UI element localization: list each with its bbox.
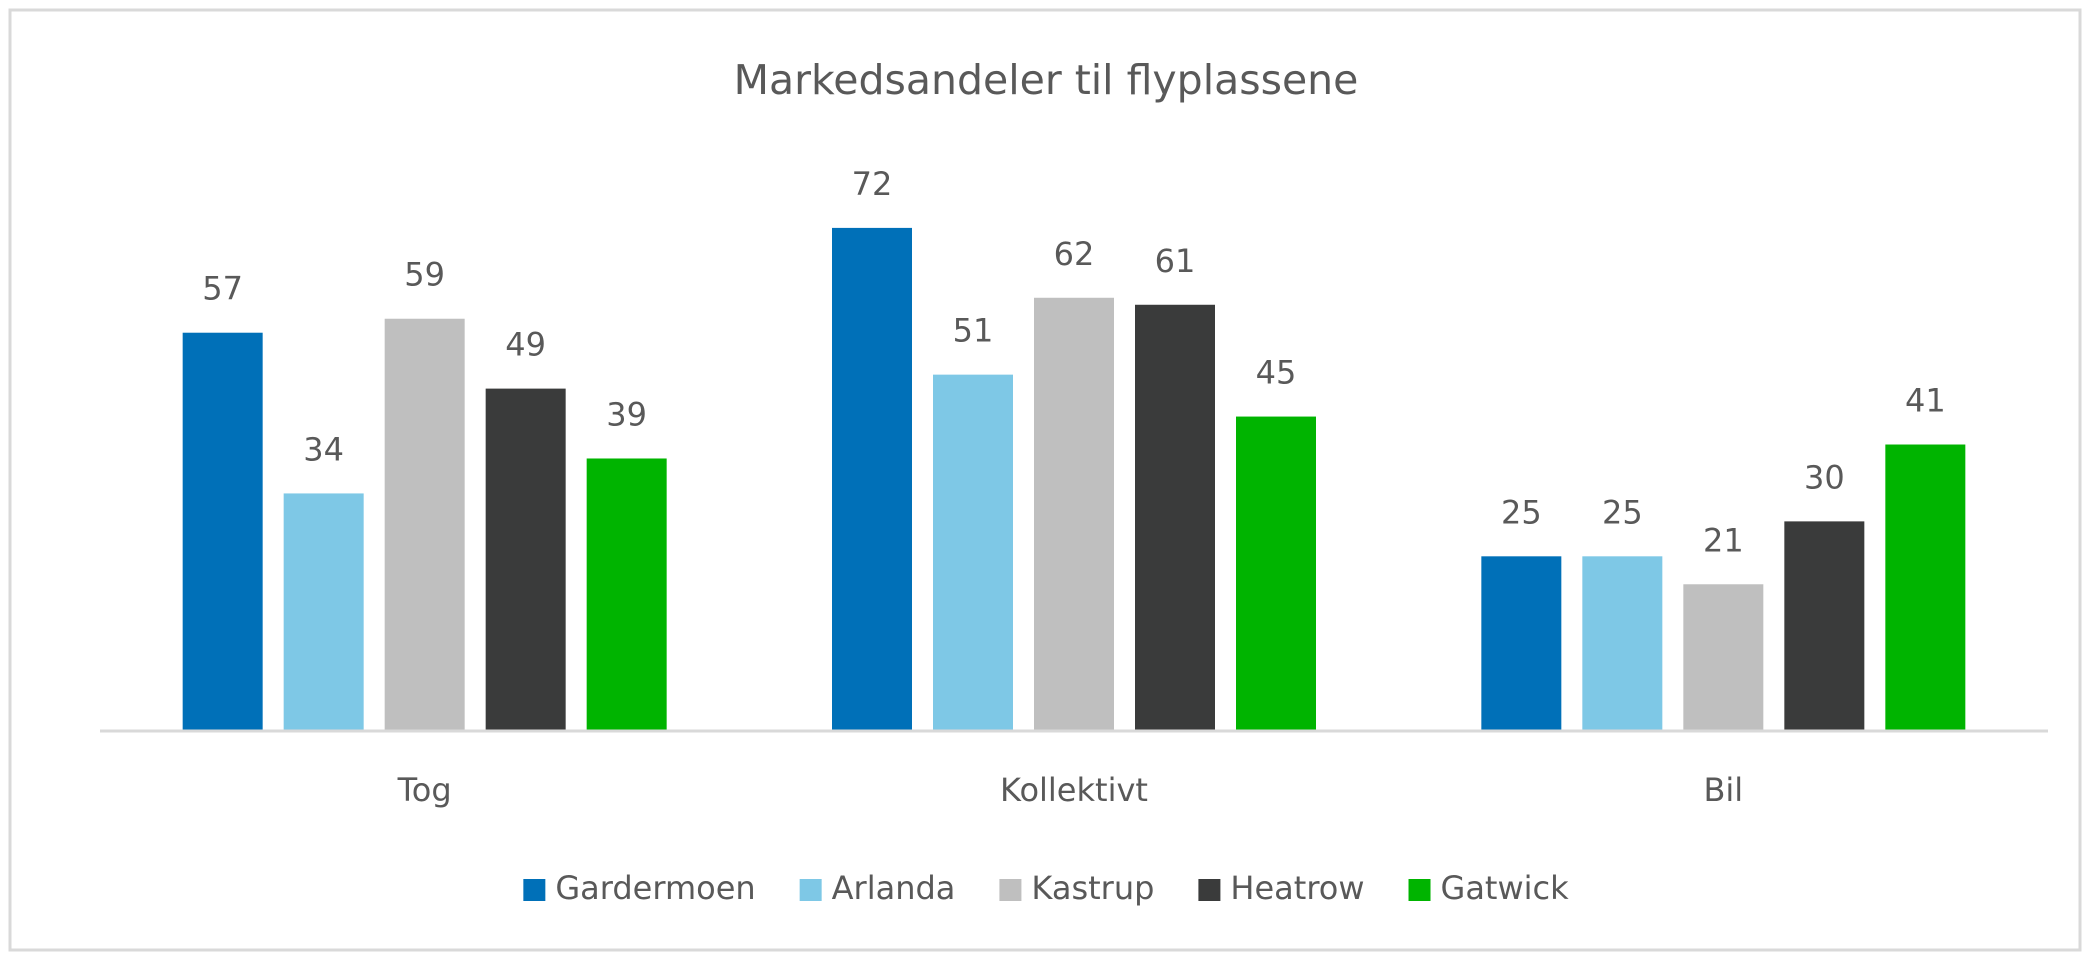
data-label: 72 <box>852 165 893 203</box>
bar <box>1481 556 1562 731</box>
data-label: 41 <box>1905 382 1946 420</box>
x-tick-label: Kollektivt <box>1000 771 1148 809</box>
data-label: 51 <box>953 312 994 350</box>
data-label: 25 <box>1501 493 1542 531</box>
bar <box>182 332 263 731</box>
legend-label: Heatrow <box>1230 869 1364 907</box>
data-label: 49 <box>505 326 546 364</box>
bar <box>1236 416 1316 731</box>
bar <box>586 458 667 731</box>
data-label: 34 <box>303 430 344 468</box>
bar <box>933 374 1013 731</box>
chart-title: Markedsandeler til flyplassene <box>734 56 1359 104</box>
bar <box>832 227 912 731</box>
bar <box>384 318 465 731</box>
bar <box>283 493 364 731</box>
legend-swatch <box>1198 879 1221 901</box>
data-label: 25 <box>1602 493 1643 531</box>
data-label: 30 <box>1804 458 1845 496</box>
bar <box>1034 297 1114 731</box>
bar <box>1683 584 1764 731</box>
bar <box>1885 444 1966 731</box>
legend-label: Kastrup <box>1031 869 1154 907</box>
x-tick-label: Bil <box>1703 771 1743 809</box>
bar <box>1582 556 1663 731</box>
legend-swatch <box>799 879 822 901</box>
legend-swatch <box>999 879 1022 901</box>
bar <box>1784 521 1865 731</box>
legend-swatch <box>523 879 546 901</box>
data-label: 57 <box>202 270 243 308</box>
data-label: 62 <box>1054 235 1095 273</box>
data-label: 39 <box>606 395 647 433</box>
legend-swatch <box>1408 879 1431 901</box>
bar <box>1135 304 1215 731</box>
data-label: 45 <box>1256 354 1297 392</box>
data-label: 59 <box>404 256 445 294</box>
data-label: 21 <box>1703 521 1744 559</box>
bar <box>485 388 566 731</box>
data-label: 61 <box>1155 242 1196 280</box>
legend-label: Gatwick <box>1441 869 1570 907</box>
legend-label: Gardermoen <box>555 869 755 907</box>
x-tick-label: Tog <box>397 771 452 809</box>
legend-label: Arlanda <box>832 869 956 907</box>
